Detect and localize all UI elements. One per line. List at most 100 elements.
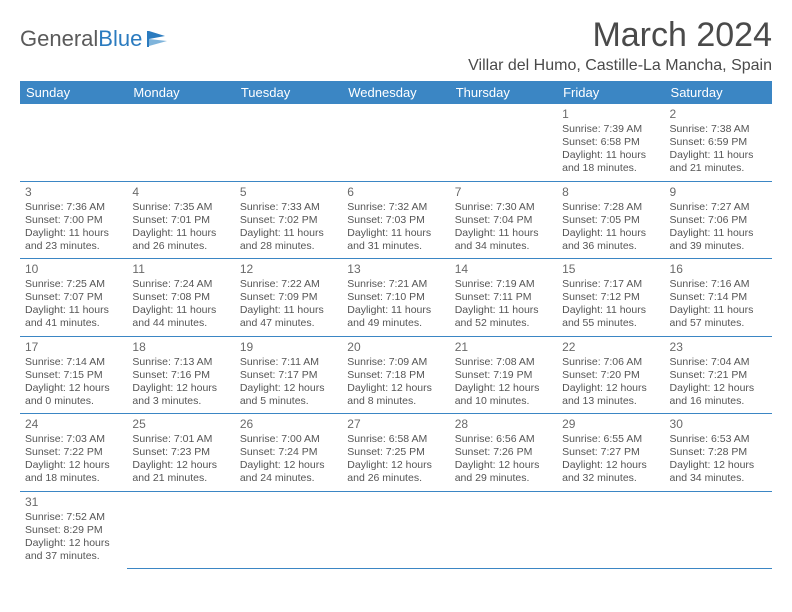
- sunset-text: Sunset: 7:07 PM: [25, 291, 122, 304]
- sunset-text: Sunset: 7:21 PM: [670, 369, 767, 382]
- daylight-text: and 5 minutes.: [240, 395, 337, 408]
- sunrise-text: Sunrise: 6:58 AM: [347, 433, 444, 446]
- calendar-day-cell: 24Sunrise: 7:03 AMSunset: 7:22 PMDayligh…: [20, 414, 127, 492]
- daylight-text: Daylight: 11 hours: [670, 227, 767, 240]
- daylight-text: Daylight: 12 hours: [347, 382, 444, 395]
- daylight-text: and 29 minutes.: [455, 472, 552, 485]
- sunrise-text: Sunrise: 7:25 AM: [25, 278, 122, 291]
- brand-text-2: Blue: [98, 26, 142, 52]
- calendar-day-cell: 6Sunrise: 7:32 AMSunset: 7:03 PMDaylight…: [342, 181, 449, 259]
- daylight-text: Daylight: 12 hours: [240, 459, 337, 472]
- day-number: 27: [347, 417, 444, 432]
- day-number: 5: [240, 185, 337, 200]
- calendar-day-cell: 3Sunrise: 7:36 AMSunset: 7:00 PMDaylight…: [20, 181, 127, 259]
- daylight-text: and 34 minutes.: [670, 472, 767, 485]
- day-number: 29: [562, 417, 659, 432]
- weekday-header: Wednesday: [342, 81, 449, 104]
- sunset-text: Sunset: 7:08 PM: [132, 291, 229, 304]
- daylight-text: Daylight: 11 hours: [670, 304, 767, 317]
- sunrise-text: Sunrise: 7:11 AM: [240, 356, 337, 369]
- calendar-table: Sunday Monday Tuesday Wednesday Thursday…: [20, 81, 772, 569]
- weekday-header: Thursday: [450, 81, 557, 104]
- day-number: 12: [240, 262, 337, 277]
- day-number: 21: [455, 340, 552, 355]
- day-number: 8: [562, 185, 659, 200]
- day-number: 28: [455, 417, 552, 432]
- sunrise-text: Sunrise: 7:30 AM: [455, 201, 552, 214]
- sunset-text: Sunset: 7:28 PM: [670, 446, 767, 459]
- daylight-text: and 8 minutes.: [347, 395, 444, 408]
- calendar-day-cell: 29Sunrise: 6:55 AMSunset: 7:27 PMDayligh…: [557, 414, 664, 492]
- daylight-text: and 39 minutes.: [670, 240, 767, 253]
- sunset-text: Sunset: 7:03 PM: [347, 214, 444, 227]
- sunrise-text: Sunrise: 7:38 AM: [670, 123, 767, 136]
- calendar-week-row: 31Sunrise: 7:52 AMSunset: 8:29 PMDayligh…: [20, 491, 772, 568]
- daylight-text: Daylight: 11 hours: [562, 227, 659, 240]
- calendar-day-cell: 1Sunrise: 7:39 AMSunset: 6:58 PMDaylight…: [557, 104, 664, 181]
- sunset-text: Sunset: 7:02 PM: [240, 214, 337, 227]
- daylight-text: and 24 minutes.: [240, 472, 337, 485]
- calendar-day-cell: 23Sunrise: 7:04 AMSunset: 7:21 PMDayligh…: [665, 336, 772, 414]
- brand-text-1: General: [20, 26, 98, 52]
- sunset-text: Sunset: 7:23 PM: [132, 446, 229, 459]
- day-number: 16: [670, 262, 767, 277]
- day-number: 20: [347, 340, 444, 355]
- page-title: March 2024: [468, 16, 772, 55]
- sunrise-text: Sunrise: 7:33 AM: [240, 201, 337, 214]
- sunrise-text: Sunrise: 7:36 AM: [25, 201, 122, 214]
- daylight-text: and 32 minutes.: [562, 472, 659, 485]
- sunrise-text: Sunrise: 6:56 AM: [455, 433, 552, 446]
- daylight-text: and 37 minutes.: [25, 550, 122, 563]
- calendar-week-row: 1Sunrise: 7:39 AMSunset: 6:58 PMDaylight…: [20, 104, 772, 181]
- weekday-header-row: Sunday Monday Tuesday Wednesday Thursday…: [20, 81, 772, 104]
- calendar-day-cell: [665, 491, 772, 568]
- calendar-day-cell: 20Sunrise: 7:09 AMSunset: 7:18 PMDayligh…: [342, 336, 449, 414]
- sunrise-text: Sunrise: 7:39 AM: [562, 123, 659, 136]
- calendar-day-cell: [127, 104, 234, 181]
- day-number: 1: [562, 107, 659, 122]
- daylight-text: Daylight: 11 hours: [455, 304, 552, 317]
- sunset-text: Sunset: 7:12 PM: [562, 291, 659, 304]
- day-number: 9: [670, 185, 767, 200]
- header: GeneralBlue March 2024 Villar del Humo, …: [20, 16, 772, 75]
- calendar-day-cell: 5Sunrise: 7:33 AMSunset: 7:02 PMDaylight…: [235, 181, 342, 259]
- sunrise-text: Sunrise: 7:01 AM: [132, 433, 229, 446]
- sunset-text: Sunset: 6:59 PM: [670, 136, 767, 149]
- calendar-day-cell: 10Sunrise: 7:25 AMSunset: 7:07 PMDayligh…: [20, 259, 127, 337]
- calendar-day-cell: 28Sunrise: 6:56 AMSunset: 7:26 PMDayligh…: [450, 414, 557, 492]
- weekday-header: Tuesday: [235, 81, 342, 104]
- daylight-text: and 55 minutes.: [562, 317, 659, 330]
- daylight-text: and 0 minutes.: [25, 395, 122, 408]
- sunrise-text: Sunrise: 7:28 AM: [562, 201, 659, 214]
- calendar-day-cell: 22Sunrise: 7:06 AMSunset: 7:20 PMDayligh…: [557, 336, 664, 414]
- sunrise-text: Sunrise: 7:35 AM: [132, 201, 229, 214]
- day-number: 10: [25, 262, 122, 277]
- daylight-text: and 13 minutes.: [562, 395, 659, 408]
- daylight-text: and 36 minutes.: [562, 240, 659, 253]
- day-number: 3: [25, 185, 122, 200]
- daylight-text: and 57 minutes.: [670, 317, 767, 330]
- daylight-text: Daylight: 12 hours: [240, 382, 337, 395]
- calendar-day-cell: 25Sunrise: 7:01 AMSunset: 7:23 PMDayligh…: [127, 414, 234, 492]
- calendar-day-cell: [20, 104, 127, 181]
- sunrise-text: Sunrise: 6:53 AM: [670, 433, 767, 446]
- daylight-text: Daylight: 11 hours: [240, 227, 337, 240]
- daylight-text: Daylight: 12 hours: [562, 382, 659, 395]
- sunset-text: Sunset: 7:19 PM: [455, 369, 552, 382]
- sunset-text: Sunset: 7:27 PM: [562, 446, 659, 459]
- sunset-text: Sunset: 7:01 PM: [132, 214, 229, 227]
- sunrise-text: Sunrise: 7:19 AM: [455, 278, 552, 291]
- calendar-day-cell: [342, 104, 449, 181]
- daylight-text: and 34 minutes.: [455, 240, 552, 253]
- daylight-text: and 31 minutes.: [347, 240, 444, 253]
- day-number: 14: [455, 262, 552, 277]
- daylight-text: and 18 minutes.: [562, 162, 659, 175]
- calendar-day-cell: 21Sunrise: 7:08 AMSunset: 7:19 PMDayligh…: [450, 336, 557, 414]
- sunrise-text: Sunrise: 7:00 AM: [240, 433, 337, 446]
- calendar-day-cell: [450, 104, 557, 181]
- day-number: 13: [347, 262, 444, 277]
- daylight-text: Daylight: 12 hours: [25, 537, 122, 550]
- weekday-header: Saturday: [665, 81, 772, 104]
- calendar-week-row: 24Sunrise: 7:03 AMSunset: 7:22 PMDayligh…: [20, 414, 772, 492]
- daylight-text: and 16 minutes.: [670, 395, 767, 408]
